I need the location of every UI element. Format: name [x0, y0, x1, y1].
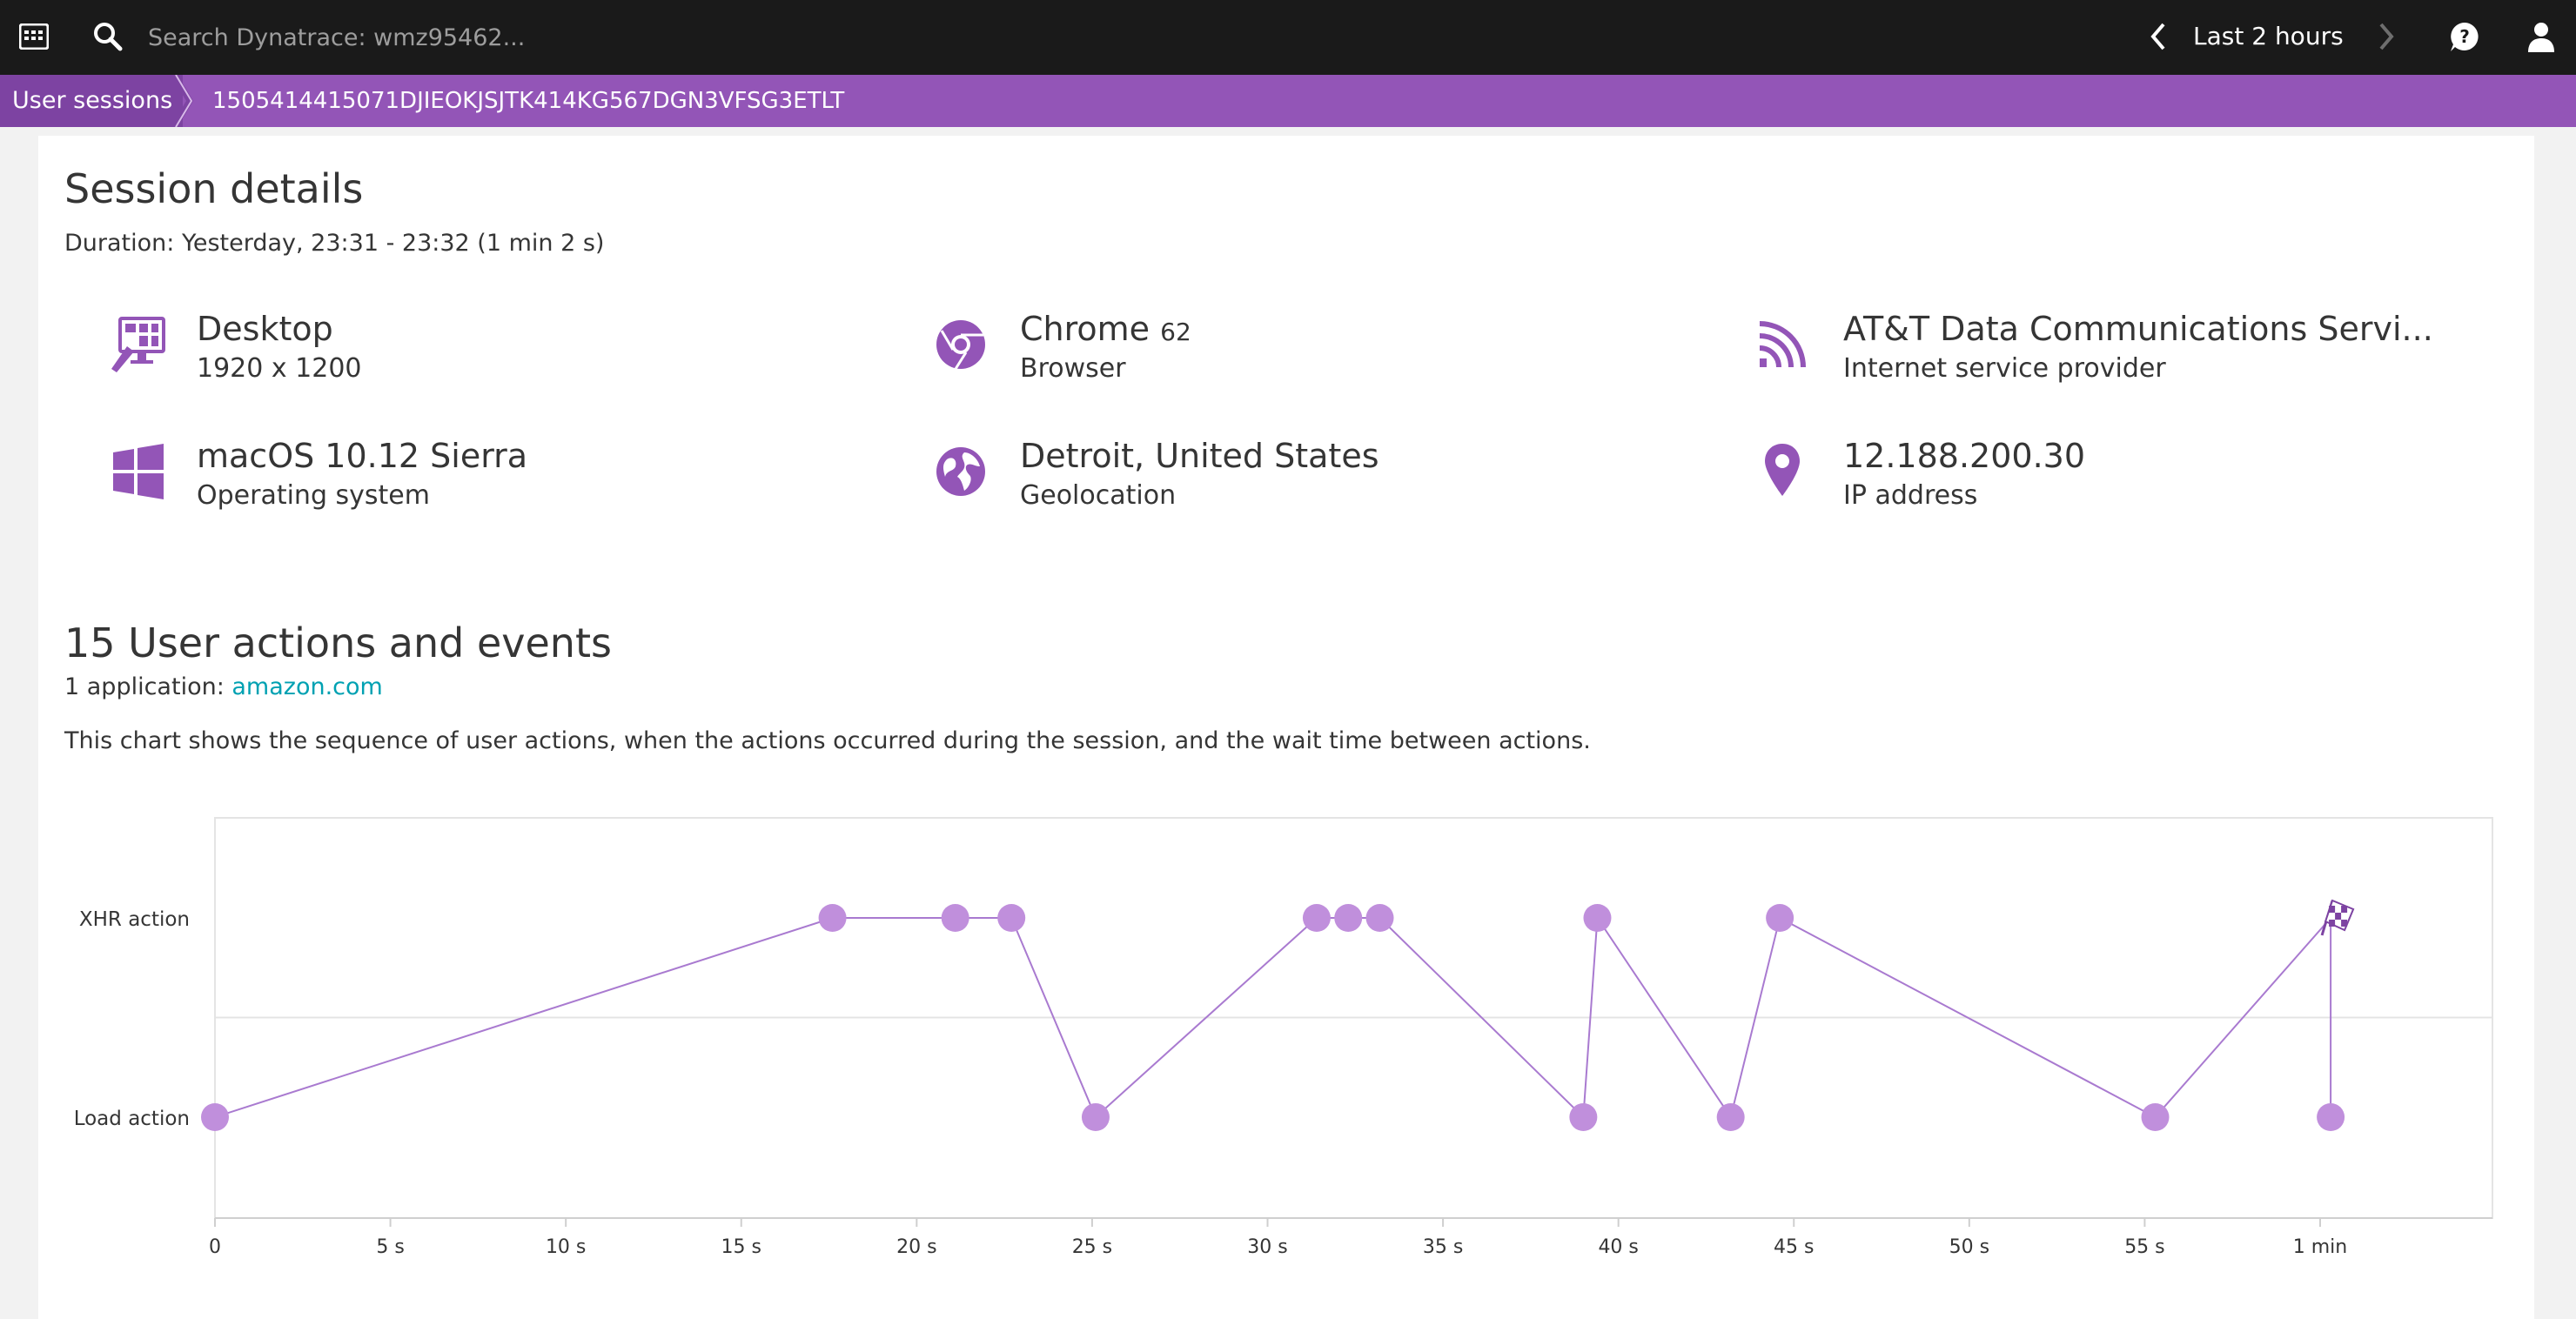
x-tick-label-1: 5 s	[376, 1236, 404, 1258]
breadcrumb-separator-icon	[171, 75, 193, 127]
chevron-right-icon[interactable]	[2371, 19, 2402, 54]
device-property: Desktop 1920 x 1200	[108, 310, 804, 388]
action-point-6	[1302, 904, 1331, 932]
x-tick-label-11: 55 s	[2124, 1236, 2164, 1258]
lane-label-1: XHR action	[79, 908, 190, 931]
search-input[interactable]	[146, 16, 933, 59]
action-point-12	[1766, 904, 1794, 932]
action-point-9	[1569, 1103, 1598, 1131]
browser-property: Chrome 62 Browser	[931, 310, 1627, 388]
device-resolution: 1920 x 1200	[197, 353, 362, 384]
browser-name: Chrome	[1020, 310, 1150, 348]
windows-icon	[113, 444, 164, 499]
action-point-11	[1716, 1103, 1745, 1131]
breadcrumb-user-sessions[interactable]: User sessions	[0, 75, 183, 127]
action-point-7	[1334, 904, 1363, 932]
chevron-left-icon[interactable]	[2143, 19, 2174, 54]
device-value: Desktop	[197, 310, 333, 348]
action-point-5	[1081, 1103, 1110, 1131]
browser-value: Chrome 62	[1020, 310, 1191, 348]
top-bar: Last 2 hours ?	[0, 0, 2576, 75]
browser-version: 62	[1160, 318, 1191, 346]
finish-flag-icon	[2320, 899, 2355, 936]
action-point-10	[1583, 904, 1612, 932]
action-point-8	[1365, 904, 1394, 932]
signal-icon	[1759, 321, 1806, 368]
ip-value: 12.188.200.30	[1843, 437, 2086, 475]
geo-label: Geolocation	[1020, 480, 1177, 511]
geo-value: Detroit, United States	[1020, 437, 1379, 475]
isp-value: AT&T Data Communications Servi...	[1843, 310, 2433, 348]
ip-property: 12.188.200.30 IP address	[1754, 437, 2520, 515]
action-point-2	[818, 904, 847, 932]
x-tick-label-0: 0	[209, 1236, 221, 1258]
svg-text:?: ?	[2459, 26, 2470, 47]
x-tick-label-7: 35 s	[1423, 1236, 1463, 1258]
application-prefix: 1 application:	[64, 673, 232, 700]
globe-icon	[936, 447, 985, 496]
menu-grid-icon[interactable]	[19, 23, 49, 50]
x-tick-label-2: 10 s	[546, 1236, 586, 1258]
x-tick-label-8: 40 s	[1598, 1236, 1638, 1258]
browser-label: Browser	[1020, 353, 1126, 384]
x-tick-label-9: 45 s	[1774, 1236, 1814, 1258]
chrome-icon	[936, 320, 985, 370]
lane-label-2: Load action	[74, 1108, 190, 1130]
application-line: 1 application: amazon.com	[64, 673, 383, 700]
ip-label: IP address	[1843, 480, 1978, 511]
x-tick-label-4: 20 s	[896, 1236, 936, 1258]
x-tick-label-3: 15 s	[721, 1236, 761, 1258]
page-title: Session details	[64, 165, 364, 212]
user-actions-chart: XHR action Load action 0 5 s 10 s 15 s 20 s 25 …	[74, 817, 2493, 1258]
actions-title: 15 User actions and events	[64, 619, 612, 666]
session-card: Session details Duration: Yesterday, 23:…	[38, 136, 2534, 1319]
timeframe-selector[interactable]: Last 2 hours	[2193, 22, 2344, 50]
isp-property: AT&T Data Communications Servi... Intern…	[1754, 310, 2520, 388]
help-icon[interactable]: ?	[2447, 19, 2482, 54]
action-point-13	[2141, 1103, 2170, 1131]
x-tick-label-12: 1 min	[2293, 1236, 2347, 1258]
x-tick-label-5: 25 s	[1072, 1236, 1112, 1258]
x-tick-label-6: 30 s	[1247, 1236, 1287, 1258]
breadcrumb-session-id: 1505414415071DJIEOKJSJTK414KG567DGN3VFSG…	[212, 88, 845, 114]
os-label: Operating system	[197, 480, 430, 511]
action-point-4	[997, 904, 1026, 932]
application-link[interactable]: amazon.com	[231, 673, 383, 700]
user-icon[interactable]	[2524, 19, 2559, 54]
action-point-3	[941, 904, 969, 932]
breadcrumb: User sessions 1505414415071DJIEOKJSJTK41…	[0, 75, 2576, 127]
x-tick-label-10: 50 s	[1949, 1236, 1989, 1258]
os-property: macOS 10.12 Sierra Operating system	[108, 437, 804, 515]
os-value: macOS 10.12 Sierra	[197, 437, 528, 475]
session-duration: Duration: Yesterday, 23:31 - 23:32 (1 mi…	[64, 230, 605, 257]
geo-property: Detroit, United States Geolocation	[931, 437, 1627, 515]
chart-description: This chart shows the sequence of user ac…	[64, 727, 1591, 754]
action-point-1	[201, 1103, 229, 1131]
action-point-15	[2317, 1103, 2345, 1131]
isp-label: Internet service provider	[1843, 353, 2166, 384]
desktop-icon	[111, 317, 165, 372]
location-pin-icon	[1765, 444, 1800, 496]
search-icon[interactable]	[91, 19, 125, 54]
